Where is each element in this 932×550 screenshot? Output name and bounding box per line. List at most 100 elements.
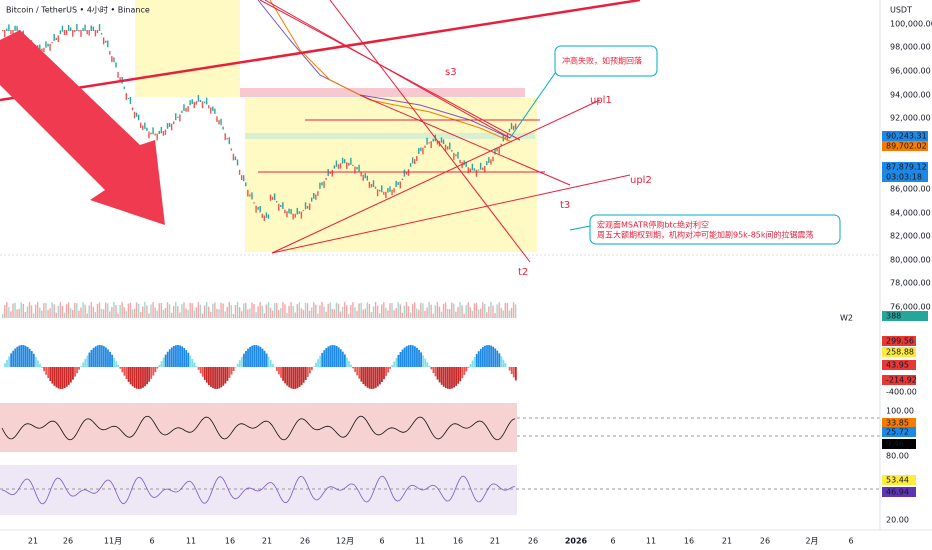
candle bbox=[144, 122, 146, 129]
histogram-bar bbox=[327, 346, 330, 367]
indicator-label: 299.56 bbox=[886, 337, 914, 346]
volume-bar bbox=[269, 307, 272, 318]
volume-bar bbox=[381, 304, 383, 318]
histogram-bar bbox=[376, 367, 379, 387]
volume-bar bbox=[298, 302, 301, 318]
histogram-bar bbox=[341, 351, 344, 367]
histogram-bar bbox=[257, 345, 260, 367]
histogram-bar bbox=[88, 352, 91, 367]
histogram-bar bbox=[300, 367, 303, 386]
histogram-bar bbox=[154, 367, 157, 373]
volume-bar bbox=[409, 312, 412, 318]
histogram-bar bbox=[123, 367, 126, 376]
volume-bar bbox=[53, 304, 55, 318]
histogram-bar bbox=[32, 353, 35, 367]
candle bbox=[84, 24, 86, 31]
candle bbox=[383, 191, 385, 195]
candle bbox=[259, 206, 261, 213]
volume-bar bbox=[484, 303, 486, 318]
histogram-bar bbox=[461, 367, 464, 379]
histogram-bar bbox=[111, 354, 113, 367]
volume-bar bbox=[18, 308, 20, 318]
indicator-label: 80.00 bbox=[886, 452, 909, 461]
volume-bar bbox=[26, 306, 29, 318]
candle bbox=[399, 181, 401, 189]
histogram-bar bbox=[440, 367, 443, 385]
volume-bar bbox=[329, 302, 331, 318]
volume-bar bbox=[290, 302, 292, 318]
indicator-label: 258.88 bbox=[886, 348, 914, 357]
histogram-bar bbox=[144, 367, 146, 387]
volume-bar bbox=[430, 304, 432, 318]
candle bbox=[325, 178, 327, 180]
candle bbox=[150, 132, 152, 135]
candle bbox=[409, 163, 412, 167]
volume-bar bbox=[488, 306, 490, 318]
candle bbox=[88, 30, 90, 36]
candle bbox=[387, 188, 389, 193]
candle bbox=[444, 144, 447, 151]
volume-bar bbox=[461, 305, 463, 318]
histogram-bar bbox=[442, 367, 445, 387]
candle bbox=[288, 208, 290, 214]
volume-bar bbox=[51, 302, 53, 318]
candle bbox=[488, 157, 490, 163]
volume-bar bbox=[444, 302, 447, 318]
candle bbox=[76, 24, 78, 31]
candle bbox=[350, 157, 352, 165]
histogram-bar bbox=[401, 349, 404, 367]
candle bbox=[255, 205, 257, 213]
candle bbox=[240, 175, 243, 181]
candle bbox=[341, 157, 344, 164]
candle bbox=[331, 169, 333, 177]
volume-bar bbox=[216, 308, 218, 318]
histogram-bar bbox=[24, 345, 27, 367]
candle bbox=[381, 185, 383, 193]
histogram-bar bbox=[512, 367, 515, 378]
volume-bar bbox=[343, 302, 346, 318]
volume-bar bbox=[255, 312, 257, 318]
histogram-bar bbox=[92, 347, 95, 367]
candle bbox=[308, 203, 311, 210]
histogram-bar bbox=[407, 345, 410, 367]
volume-bar bbox=[341, 306, 344, 318]
candle bbox=[16, 26, 18, 31]
candle bbox=[189, 100, 191, 106]
candle bbox=[115, 62, 117, 68]
histogram-bar bbox=[271, 363, 274, 367]
indicator-label: 25.72 bbox=[886, 428, 909, 437]
candle bbox=[257, 206, 259, 210]
volume-bar bbox=[129, 302, 132, 318]
candle bbox=[226, 138, 228, 140]
histogram-bar bbox=[352, 367, 354, 369]
histogram-bar bbox=[455, 367, 457, 386]
histogram-bar bbox=[451, 367, 453, 389]
candle bbox=[107, 40, 109, 48]
candle bbox=[364, 173, 366, 179]
histogram-bar bbox=[86, 355, 89, 367]
volume-bar bbox=[383, 302, 385, 318]
histogram-bar bbox=[4, 363, 6, 367]
histogram-bar bbox=[286, 367, 289, 386]
volume-bar bbox=[61, 306, 64, 318]
volume-bar bbox=[69, 308, 72, 318]
volume-bar bbox=[30, 305, 33, 318]
volume-bar bbox=[199, 304, 202, 318]
candle bbox=[14, 25, 16, 31]
candle bbox=[465, 161, 467, 167]
histogram-bar bbox=[358, 367, 361, 379]
histogram-bar bbox=[102, 346, 105, 367]
label: upl2 bbox=[630, 175, 652, 186]
volume-bar bbox=[47, 310, 49, 318]
candle bbox=[113, 57, 115, 63]
volume-bar bbox=[273, 303, 276, 318]
candle bbox=[96, 30, 99, 33]
histogram-bar bbox=[356, 367, 359, 376]
histogram-bar bbox=[49, 367, 52, 382]
histogram-bar bbox=[16, 346, 19, 367]
volume-bar bbox=[238, 307, 241, 318]
histogram-bar bbox=[471, 360, 474, 367]
histogram-bar bbox=[486, 345, 488, 367]
symbol: Bitcoin / TetherUS • 4小时 • Binance bbox=[6, 5, 150, 15]
volume-bar bbox=[486, 312, 488, 318]
